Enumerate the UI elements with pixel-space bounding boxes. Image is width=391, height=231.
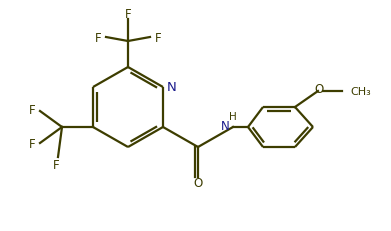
- Text: H: H: [229, 112, 237, 122]
- Text: F: F: [95, 32, 101, 45]
- Text: F: F: [53, 159, 59, 172]
- Text: F: F: [29, 138, 35, 151]
- Text: F: F: [155, 32, 161, 45]
- Text: F: F: [125, 9, 131, 21]
- Text: O: O: [194, 177, 203, 190]
- Text: O: O: [314, 83, 324, 96]
- Text: F: F: [29, 104, 35, 117]
- Text: N: N: [167, 81, 177, 94]
- Text: N: N: [221, 119, 230, 132]
- Text: CH₃: CH₃: [350, 87, 371, 97]
